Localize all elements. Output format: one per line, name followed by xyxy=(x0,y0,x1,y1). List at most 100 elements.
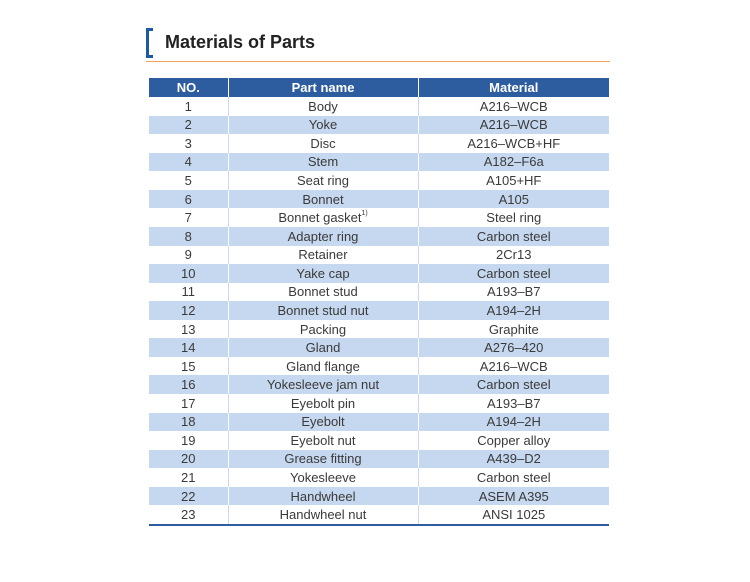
table-row: 6 Bonnet A105 xyxy=(149,189,609,209)
cell-material: ANSI 1025 xyxy=(417,505,609,526)
cell-material: ASEM A395 xyxy=(417,486,609,506)
cell-material: Carbon steel xyxy=(417,375,609,394)
cell-part-name: Gland flange xyxy=(227,356,418,376)
cell-material: Copper alloy xyxy=(417,431,609,450)
cell-no: 23 xyxy=(149,505,228,526)
part-name-text: Packing xyxy=(299,321,347,337)
cell-no: 21 xyxy=(149,468,228,487)
part-name-text: Eyebolt nut xyxy=(290,432,356,448)
cell-part-name: Eyebolt pin xyxy=(227,394,418,413)
cell-no: 11 xyxy=(149,282,228,302)
table-row: 20 Grease fitting A439–D2 xyxy=(149,449,609,469)
part-name-text: Bonnet stud xyxy=(288,284,358,300)
cell-no: 12 xyxy=(149,301,228,320)
section-title-block: Materials of Parts xyxy=(146,26,610,62)
cell-material: Carbon steel xyxy=(417,264,609,283)
cell-no: 20 xyxy=(149,449,228,469)
cell-material: A216–WCB+HF xyxy=(417,134,609,153)
table-row: 14 Gland A276–420 xyxy=(149,338,609,357)
cell-material: A193–B7 xyxy=(417,282,609,302)
cell-material: A194–2H xyxy=(417,301,609,320)
cell-part-name: Bonnet stud nut xyxy=(227,301,418,320)
table-row: 11 Bonnet stud A193–B7 xyxy=(149,282,609,302)
cell-no: 19 xyxy=(149,431,228,450)
cell-part-name: Eyebolt nut xyxy=(227,431,418,450)
part-name-text: Bonnet xyxy=(302,191,344,207)
cell-no: 17 xyxy=(149,394,228,413)
table-header-row: NO. Part name Material xyxy=(149,78,609,97)
table-row: 3 Disc A216–WCB+HF xyxy=(149,134,609,153)
cell-part-name: Handwheel xyxy=(227,486,418,506)
cell-part-name: Adapter ring xyxy=(227,226,418,246)
part-name-text: Handwheel nut xyxy=(279,507,367,523)
cell-no: 16 xyxy=(149,375,228,394)
cell-part-name: Retainer xyxy=(227,245,418,265)
part-name-text: Stem xyxy=(307,154,339,170)
cell-part-name: Packing xyxy=(227,319,418,339)
cell-no: 9 xyxy=(149,245,228,265)
table-row: 7 Bonnet gasket1) Steel ring xyxy=(149,208,609,227)
cell-part-name: Bonnet stud xyxy=(227,282,418,302)
cell-material: A105 xyxy=(417,189,609,209)
table-row: 18 Eyebolt A194–2H xyxy=(149,412,609,432)
table-row: 13 Packing Graphite xyxy=(149,319,609,339)
cell-part-name: Yake cap xyxy=(227,264,418,283)
cell-material: A216–WCB xyxy=(417,115,609,135)
table-body: 1 Body A216–WCB 2 Yoke A216–WCB 3 Disc A216–WCB+… xyxy=(149,97,609,526)
cell-no: 2 xyxy=(149,115,228,135)
cell-no: 3 xyxy=(149,134,228,153)
cell-part-name: Body xyxy=(227,97,418,116)
table-row: 16 Yokesleeve jam nut Carbon steel xyxy=(149,375,609,394)
table-row: 10 Yake cap Carbon steel xyxy=(149,264,609,283)
cell-no: 14 xyxy=(149,338,228,357)
table-row: 1 Body A216–WCB xyxy=(149,97,609,116)
table-row: 4 Stem A182–F6a xyxy=(149,152,609,172)
part-name-text: Bonnet gasket xyxy=(278,210,362,226)
cell-part-name: Disc xyxy=(227,134,418,153)
cell-part-name: Bonnet xyxy=(227,189,418,209)
cell-part-name: Yoke xyxy=(227,115,418,135)
part-name-text: Seat ring xyxy=(296,173,350,189)
part-name-text: Adapter ring xyxy=(287,228,359,244)
part-name-text: Yoke xyxy=(308,117,338,133)
cell-material: Steel ring xyxy=(417,208,609,227)
part-name-text: Grease fitting xyxy=(284,451,362,467)
cell-material: A439–D2 xyxy=(417,449,609,469)
cell-no: 15 xyxy=(149,356,228,376)
cell-material: Carbon steel xyxy=(417,226,609,246)
cell-part-name: Bonnet gasket1) xyxy=(227,208,418,227)
cell-material: A105+HF xyxy=(417,171,609,190)
cell-no: 7 xyxy=(149,208,228,227)
title-divider xyxy=(146,61,610,62)
cell-part-name: Stem xyxy=(227,152,418,172)
part-name-text: Disc xyxy=(310,135,336,151)
cell-no: 18 xyxy=(149,412,228,432)
cell-no: 4 xyxy=(149,152,228,172)
table-row: 15 Gland flange A216–WCB xyxy=(149,356,609,376)
part-name-text: Eyebolt pin xyxy=(290,395,356,411)
column-header-no: NO. xyxy=(149,78,228,97)
part-name-text: Gland flange xyxy=(286,358,360,374)
cell-material: A216–WCB xyxy=(417,356,609,376)
cell-no: 1 xyxy=(149,97,228,116)
materials-table: NO. Part name Material 1 Body A216–WCB 2 Yok… xyxy=(149,78,609,526)
cell-part-name: Yokesleeve jam nut xyxy=(227,375,418,394)
cell-part-name: Grease fitting xyxy=(227,449,418,469)
cell-part-name: Gland xyxy=(227,338,418,357)
cell-part-name: Handwheel nut xyxy=(227,505,418,526)
cell-material: Carbon steel xyxy=(417,468,609,487)
cell-no: 6 xyxy=(149,189,228,209)
table-row: 8 Adapter ring Carbon steel xyxy=(149,226,609,246)
part-name-text: Retainer xyxy=(298,247,348,263)
part-name-text: Yake cap xyxy=(296,265,350,281)
column-header-part-name: Part name xyxy=(227,78,418,97)
cell-material: 2Cr13 xyxy=(417,245,609,265)
cell-no: 22 xyxy=(149,486,228,506)
part-name-text: Body xyxy=(308,98,338,114)
part-name-text: Eyebolt xyxy=(301,414,345,430)
table-row: 12 Bonnet stud nut A194–2H xyxy=(149,301,609,320)
part-name-text: Bonnet stud nut xyxy=(277,302,369,318)
table-row: 17 Eyebolt pin A193–B7 xyxy=(149,394,609,413)
part-name-text: Handwheel xyxy=(290,488,356,504)
table-row: 19 Eyebolt nut Copper alloy xyxy=(149,431,609,450)
